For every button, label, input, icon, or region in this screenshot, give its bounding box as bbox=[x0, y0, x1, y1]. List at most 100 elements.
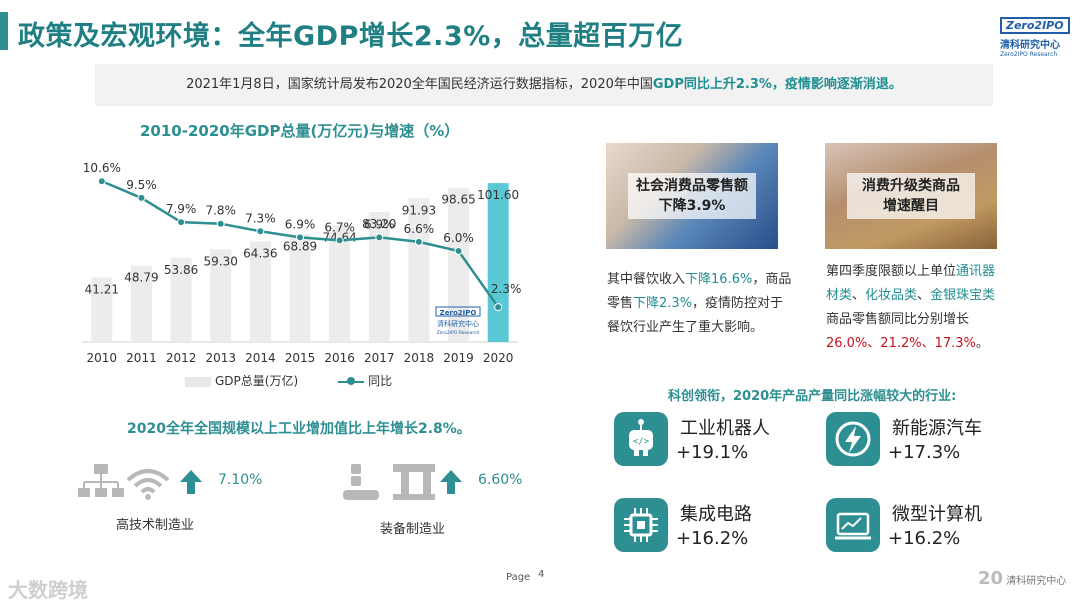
chart-legend: GDP总量(万亿) 同比 bbox=[185, 372, 392, 389]
growth-point-2012 bbox=[177, 218, 186, 227]
x-tick-2020: 2020 bbox=[483, 351, 514, 365]
arrow-up-icon-2 bbox=[440, 470, 462, 494]
bar-label-2014: 64.36 bbox=[243, 246, 277, 260]
product-name-robot: 工业机器人 bbox=[680, 418, 770, 439]
chart-logo-box bbox=[435, 306, 481, 317]
product-pct-nev: +17.3% bbox=[888, 442, 961, 463]
bar-2016 bbox=[329, 225, 351, 342]
footer-brand-num: 20 bbox=[978, 568, 1004, 589]
growth-label-2011: 9.5% bbox=[126, 178, 157, 192]
robot-icon: </> bbox=[614, 412, 668, 466]
retail-card-line2: 下降3.9% bbox=[658, 198, 726, 214]
growth-point-2015 bbox=[296, 233, 304, 242]
growth-label-2020: 2.3% bbox=[491, 282, 522, 296]
retail-card-line1: 社会消费品零售额 bbox=[636, 178, 748, 194]
bar-2017 bbox=[368, 211, 390, 342]
network-icon bbox=[78, 464, 170, 500]
upgrade-desc-s1: 、 bbox=[852, 288, 866, 303]
watermark: 大数跨境 bbox=[8, 578, 88, 602]
upgrade-desc-s2: 、 bbox=[917, 288, 931, 303]
x-tick-2015: 2015 bbox=[285, 351, 316, 365]
industry-label-equipment: 装备制造业 bbox=[380, 522, 446, 537]
logo-cn: 清科研究中心 bbox=[1000, 40, 1060, 51]
bar-label-2015: 68.89 bbox=[283, 239, 317, 253]
bar-label-2019: 98.65 bbox=[441, 193, 475, 207]
footer-page-label: Page bbox=[506, 572, 531, 583]
summary-highlight: GDP同比上升2.3%，疫情影响逐渐消退。 bbox=[652, 77, 902, 92]
industry-value-hightech: 7.10% bbox=[218, 472, 263, 488]
product-name-nev: 新能源汽车 bbox=[892, 418, 982, 439]
x-tick-2014: 2014 bbox=[245, 351, 276, 365]
industry-value-equipment: 6.60% bbox=[478, 472, 523, 488]
machinery-icon bbox=[343, 464, 435, 500]
chart-title: 2010-2020年GDP总量(万亿元)与增速（%） bbox=[140, 122, 460, 140]
x-tick-2010: 2010 bbox=[87, 351, 118, 365]
industry-title: 2020全年全国规模以上工业增加值比上年增长2.8%。 bbox=[127, 421, 471, 437]
footer-page-number: 4 bbox=[538, 569, 545, 580]
bar-label-2020: 101.60 bbox=[477, 188, 519, 202]
growth-point-2011 bbox=[137, 193, 146, 202]
x-tick-2016: 2016 bbox=[324, 351, 355, 365]
arrow-up-icon bbox=[180, 470, 202, 494]
bar-label-2012: 53.86 bbox=[164, 263, 198, 277]
growth-point-2019 bbox=[454, 247, 463, 255]
bar-label-2018: 91.93 bbox=[402, 203, 436, 217]
chip-icon bbox=[614, 498, 668, 552]
product-name-ic: 集成电路 bbox=[680, 504, 752, 525]
legend-bar-swatch bbox=[185, 376, 211, 387]
product-pct-pc: +16.2% bbox=[888, 528, 961, 549]
bar-2013 bbox=[210, 249, 232, 342]
retail-desc-h2: 下降2.3% bbox=[633, 296, 693, 311]
bar-label-2013: 59.30 bbox=[204, 254, 238, 268]
growth-point-2018 bbox=[414, 237, 423, 246]
bar-label-2010: 41.21 bbox=[85, 283, 119, 297]
chart-logo-cn: 清科研究中心 bbox=[437, 319, 479, 328]
logo-box: Zero2IPO bbox=[1000, 17, 1070, 34]
bar-2014 bbox=[249, 241, 271, 342]
product-pct-ic: +16.2% bbox=[676, 528, 749, 549]
growth-label-2018: 6.6% bbox=[404, 222, 435, 236]
industry-label-hightech: 高技术制造业 bbox=[116, 518, 195, 533]
product-pct-robot: +19.1% bbox=[676, 442, 749, 463]
growth-label-2016: 6.7% bbox=[324, 220, 355, 234]
bar-2010 bbox=[91, 277, 113, 342]
monitor-chart-icon bbox=[826, 498, 880, 552]
growth-point-2016 bbox=[335, 236, 344, 245]
chart-logo-en: Zero2IPO Research bbox=[437, 330, 480, 336]
growth-point-2013 bbox=[216, 219, 225, 228]
page-title: 政策及宏观环境：全年GDP增长2.3%，总量超百万亿 bbox=[18, 21, 684, 52]
retail-card-label: 社会消费品零售额 下降3.9% bbox=[628, 173, 756, 219]
upgrade-card-line1: 消费升级类商品 bbox=[862, 178, 960, 194]
legend-line-swatch bbox=[338, 376, 365, 385]
summary-text: 2021年1月8日，国家统计局发布2020全年国民经济运行数据指标，2020年中… bbox=[186, 77, 653, 92]
growth-label-2012: 7.9% bbox=[166, 202, 197, 216]
bar-2011 bbox=[130, 265, 152, 342]
retail-description: 其中餐饮收入下降16.6%，商品零售下降2.3%，疫情防控对于餐饮行业产生了重大… bbox=[607, 268, 793, 340]
bar-label-2017: 83.20 bbox=[362, 217, 396, 231]
growth-point-2017 bbox=[375, 233, 384, 242]
footer-brand: 20 清科研究中心 bbox=[978, 568, 1066, 589]
bar-2018 bbox=[408, 198, 430, 342]
upgrade-desc-h2: 化妆品类 bbox=[865, 288, 918, 303]
upgrade-card-label: 消费升级类商品 增速醒目 bbox=[847, 173, 975, 219]
growth-label-2017: 6.9% bbox=[364, 217, 395, 231]
summary-banner: 2021年1月8日，国家统计局发布2020全年国民经济运行数据指标，2020年中… bbox=[95, 64, 993, 106]
legend-bar-label: GDP总量(万亿) bbox=[215, 374, 299, 388]
growth-label-2014: 7.3% bbox=[245, 211, 276, 225]
gdp-chart: 41.21 2010 48.79 2011 53.86 2012 59.30 2013 64.3… bbox=[82, 161, 522, 365]
upgrade-desc-p3: 。 bbox=[975, 336, 989, 351]
growth-point-2010 bbox=[97, 177, 106, 186]
upgrade-desc-p1: 第四季度限额以上单位 bbox=[826, 264, 957, 279]
x-tick-2013: 2013 bbox=[205, 351, 236, 365]
lightning-icon bbox=[826, 412, 880, 466]
bar-2020 bbox=[487, 183, 509, 342]
bar-2015 bbox=[289, 234, 311, 342]
retail-desc-p2: ，商品零售 bbox=[607, 272, 792, 311]
x-tick-2017: 2017 bbox=[364, 351, 395, 365]
growth-label-2013: 7.8% bbox=[205, 204, 236, 218]
bar-2019 bbox=[448, 187, 470, 342]
footer-brand-text: 清科研究中心 bbox=[1006, 576, 1067, 587]
legend-line-label: 同比 bbox=[368, 374, 393, 388]
upgrade-card-line2: 增速醒目 bbox=[883, 198, 939, 214]
growth-label-2015: 6.9% bbox=[285, 217, 316, 231]
